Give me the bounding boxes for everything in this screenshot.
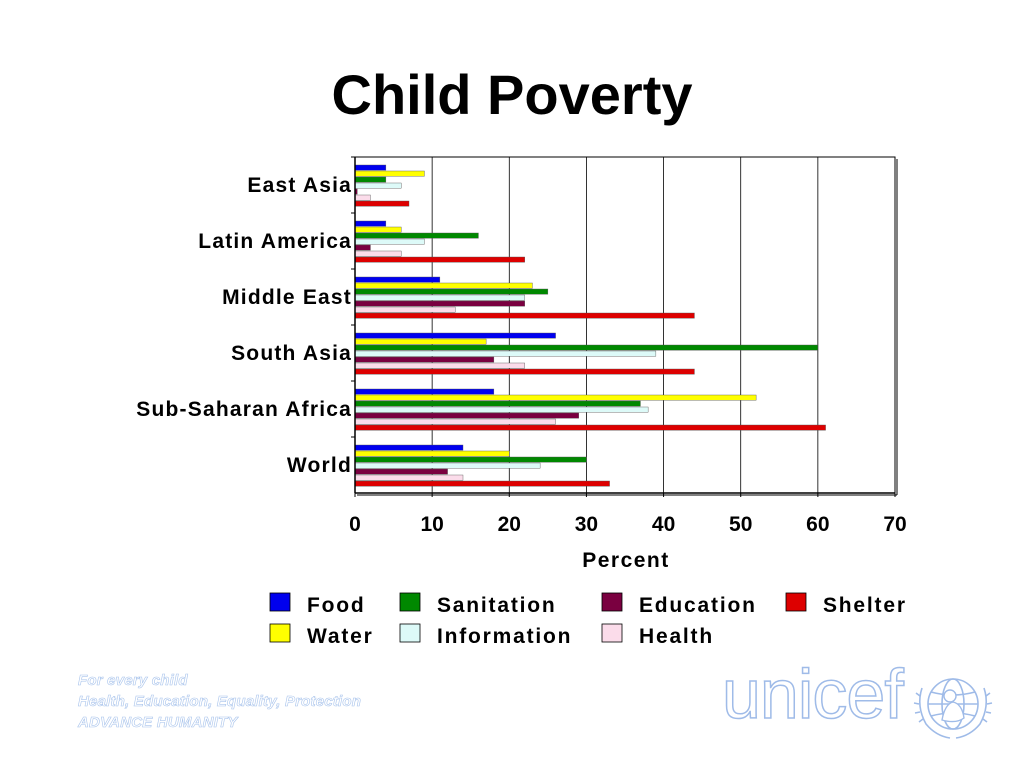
category-label: Sub-Saharan Africa bbox=[136, 398, 352, 421]
legend-swatch-sanitation bbox=[399, 592, 421, 612]
bar bbox=[354, 350, 657, 357]
chart-bars bbox=[354, 164, 826, 487]
bar bbox=[354, 220, 387, 227]
footer-tagline: For every child Health, Education, Equal… bbox=[78, 670, 362, 733]
bar bbox=[354, 450, 510, 457]
bar bbox=[354, 300, 525, 307]
logo-wordmark: unicef bbox=[721, 654, 904, 734]
category-label: Latin America bbox=[198, 230, 352, 253]
bar bbox=[354, 200, 410, 207]
x-tick-label: 70 bbox=[883, 513, 906, 536]
bar bbox=[354, 332, 556, 339]
bar bbox=[354, 344, 819, 351]
legend-swatch-food bbox=[269, 592, 291, 612]
unicef-logo: unicef bbox=[721, 654, 994, 744]
page-title: Child Poverty bbox=[331, 63, 693, 126]
bar bbox=[354, 456, 587, 463]
legend-swatch-water bbox=[269, 623, 291, 643]
legend-label-sanitation: Sanitation bbox=[437, 594, 557, 617]
bar bbox=[354, 288, 549, 295]
legend-swatch-health bbox=[601, 623, 623, 643]
bar bbox=[354, 312, 695, 319]
plot-area bbox=[354, 156, 896, 494]
bar bbox=[354, 226, 402, 233]
chart-category-labels: East Asia Latin America Middle East South A… bbox=[136, 174, 352, 477]
bar bbox=[354, 294, 525, 301]
x-tick-label: 50 bbox=[729, 513, 752, 536]
footer-line-3: ADVANCE HUMANITY bbox=[78, 714, 238, 732]
legend-label-health: Health bbox=[639, 625, 714, 648]
bar bbox=[354, 338, 487, 345]
bar bbox=[354, 424, 826, 431]
bar bbox=[354, 176, 387, 183]
x-tick-label: 40 bbox=[652, 513, 675, 536]
chart-tick-labels: 0 10 20 30 40 50 60 70 bbox=[349, 513, 907, 536]
bar bbox=[354, 170, 425, 177]
chart-grid bbox=[354, 156, 896, 494]
bar bbox=[354, 232, 479, 239]
category-label: Middle East bbox=[222, 286, 352, 309]
bar bbox=[354, 362, 525, 369]
category-label: World bbox=[287, 454, 352, 477]
x-tick-label: 10 bbox=[420, 513, 443, 536]
bar bbox=[354, 164, 387, 171]
legend-swatch-information bbox=[399, 623, 421, 643]
legend-swatch-shelter bbox=[785, 592, 807, 612]
bar bbox=[354, 418, 556, 425]
legend-label-information: Information bbox=[437, 625, 572, 648]
x-axis-label: Percent bbox=[582, 549, 670, 572]
x-tick-label: 30 bbox=[575, 513, 598, 536]
bar bbox=[354, 468, 448, 475]
footer-line-2: Health, Education, Equality, Protection bbox=[78, 693, 362, 711]
bar bbox=[354, 182, 402, 189]
bar bbox=[354, 444, 464, 451]
bar bbox=[354, 306, 456, 313]
bar bbox=[354, 412, 579, 419]
bar bbox=[354, 238, 425, 245]
legend-swatch-education bbox=[601, 592, 623, 612]
bar bbox=[354, 356, 495, 363]
bar bbox=[354, 474, 464, 481]
x-tick-label: 0 bbox=[349, 513, 361, 536]
bar-chart: East Asia Latin America Middle East South A… bbox=[136, 156, 907, 648]
category-label: South Asia bbox=[231, 342, 352, 365]
legend-label-shelter: Shelter bbox=[823, 594, 907, 617]
footer-line-1: For every child bbox=[78, 672, 188, 690]
bar bbox=[354, 244, 371, 251]
bar bbox=[354, 406, 649, 413]
bar bbox=[354, 194, 371, 201]
bar bbox=[354, 388, 495, 395]
legend-label-food: Food bbox=[307, 594, 366, 617]
chart-axes bbox=[351, 156, 898, 497]
bar bbox=[354, 276, 441, 283]
x-tick-label: 60 bbox=[806, 513, 829, 536]
legend-label-education: Education bbox=[639, 594, 757, 617]
bar bbox=[354, 394, 757, 401]
x-tick-label: 20 bbox=[498, 513, 521, 536]
unicef-emblem-icon bbox=[913, 678, 993, 739]
bar bbox=[354, 250, 402, 257]
bar bbox=[354, 400, 641, 407]
chart-legend: Food Sanitation Education Shelter Water Infor… bbox=[269, 592, 907, 648]
bar bbox=[354, 462, 541, 469]
legend-label-water: Water bbox=[307, 625, 374, 648]
category-label: East Asia bbox=[247, 174, 352, 197]
bar bbox=[354, 256, 525, 263]
bar bbox=[354, 480, 610, 487]
bar bbox=[354, 282, 533, 289]
bar bbox=[354, 368, 695, 375]
